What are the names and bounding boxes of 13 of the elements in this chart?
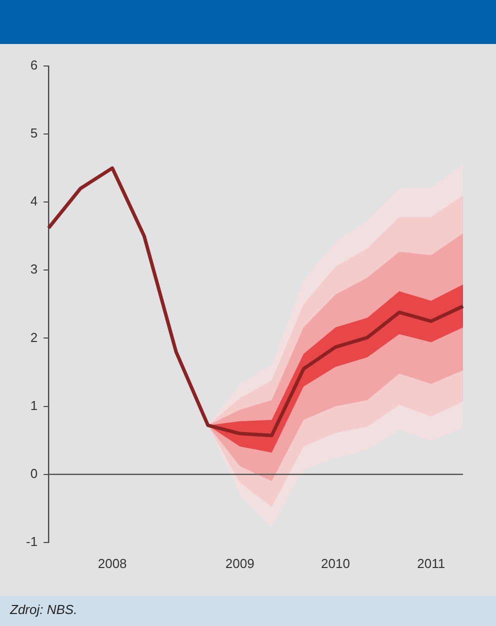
y-tick-label: -1 — [26, 534, 38, 549]
y-tick-label: 2 — [30, 330, 38, 345]
y-tick-label: 6 — [30, 58, 38, 73]
x-tick-label: 2009 — [225, 556, 254, 571]
text: Zdroj: NBS. — [10, 602, 78, 617]
y-tick-label: 4 — [30, 194, 38, 209]
y-tick-label: 1 — [30, 398, 38, 413]
x-tick-label: 2008 — [98, 556, 127, 571]
x-tick-label: 2011 — [417, 556, 446, 571]
y-tick-label: 5 — [30, 126, 38, 141]
x-tick-label: 2010 — [321, 556, 350, 571]
y-tick-label: 0 — [30, 466, 38, 481]
y-tick-label: 3 — [30, 262, 38, 277]
